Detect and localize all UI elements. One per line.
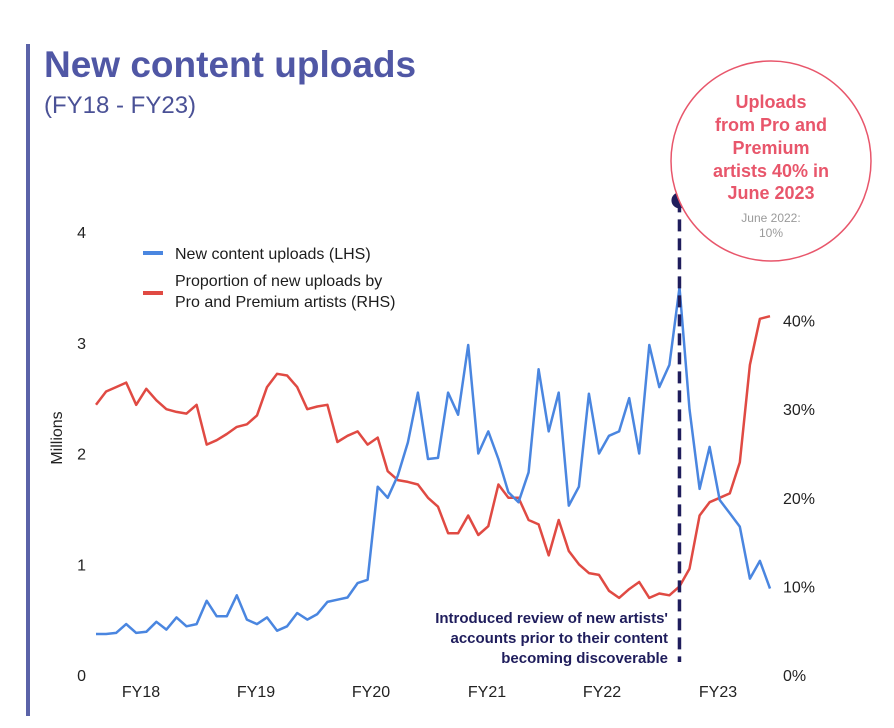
right-tick-label: 30% [783, 402, 815, 419]
legend: New content uploads (LHS) Proportion of n… [143, 246, 396, 311]
annotation-line-1: Introduced review of new artists' [435, 610, 668, 627]
right-tick-label: 20% [783, 491, 815, 508]
page-subtitle: (FY18 - FY23) [44, 92, 197, 119]
legend-label-uploads: New content uploads (LHS) [175, 246, 371, 263]
right-tick-label: 10% [783, 579, 815, 596]
x-tick-label: FY21 [468, 684, 506, 701]
left-tick-label: 0 [77, 668, 86, 685]
callout-line-1: Uploads [735, 92, 806, 112]
x-tick-label: FY20 [352, 684, 390, 701]
y-axis-label: Millions [49, 411, 66, 464]
callout-line-3: Premium [732, 138, 809, 158]
legend-label-proportion-line1: Proportion of new uploads by [175, 273, 382, 290]
proportion-line [95, 314, 771, 600]
page-title: New content uploads [44, 44, 417, 85]
annotation-line-2: accounts prior to their content [450, 630, 668, 647]
left-tick-label: 2 [77, 447, 86, 464]
x-tick-label: FY18 [122, 684, 160, 701]
callout-sub-2: 10% [759, 226, 783, 240]
right-tick-label: 0% [783, 668, 806, 685]
callout-line-4: artists 40% in [713, 161, 829, 181]
right-tick-label: 40% [783, 314, 815, 331]
legend-label-proportion-line2: Pro and Premium artists (RHS) [175, 294, 396, 311]
left-tick-label: 3 [77, 336, 86, 353]
left-tick-label: 1 [77, 557, 86, 574]
callout-line-2: from Pro and [715, 115, 827, 135]
callout-circle [670, 60, 872, 262]
left-tick-label: 4 [77, 225, 86, 242]
annotation-line-3: becoming discoverable [501, 650, 668, 667]
x-tick-label: FY19 [237, 684, 275, 701]
callout-line-5: June 2023 [727, 183, 814, 203]
x-tick-label: FY23 [699, 684, 737, 701]
accent-bar [26, 44, 30, 716]
x-tick-label: FY22 [583, 684, 621, 701]
callout-sub-1: June 2022: [741, 211, 800, 225]
uploads-line [96, 286, 772, 636]
